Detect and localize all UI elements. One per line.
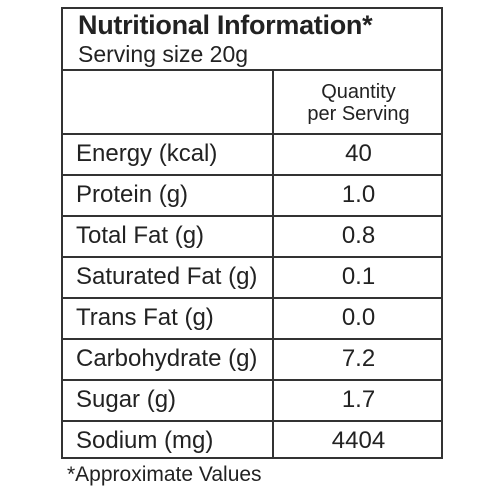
nutrient-quantity: 40 bbox=[345, 140, 372, 167]
footnote: *Approximate Values bbox=[67, 463, 262, 486]
table-title: Nutritional Information* bbox=[78, 10, 373, 40]
nutrient-label: Total Fat (g) bbox=[76, 222, 205, 249]
nutrition-table: Nutritional Information* Serving size 20… bbox=[61, 7, 443, 459]
table-row: Trans Fat (g) 0.0 bbox=[63, 299, 441, 340]
table-row: Saturated Fat (g) 0.1 bbox=[63, 258, 441, 299]
table-header: Nutritional Information* Serving size 20… bbox=[63, 9, 441, 71]
nutrient-quantity: 1.7 bbox=[341, 386, 376, 413]
nutrient-label: Sodium (mg) bbox=[76, 427, 214, 454]
column-header-line-2: per Serving bbox=[307, 103, 410, 125]
column-divider bbox=[272, 71, 274, 459]
nutrient-label: Trans Fat (g) bbox=[76, 304, 214, 331]
nutrient-label: Carbohydrate (g) bbox=[76, 345, 258, 372]
table-row: Sugar (g) 1.7 bbox=[63, 381, 441, 422]
nutrient-column-header bbox=[63, 71, 272, 135]
column-header-line-1: Quantity bbox=[321, 81, 396, 103]
nutrient-quantity: 4404 bbox=[331, 427, 386, 454]
nutrient-label: Energy (kcal) bbox=[76, 140, 218, 167]
nutrient-label: Saturated Fat (g) bbox=[76, 263, 258, 290]
nutrient-quantity: 0.1 bbox=[341, 263, 376, 290]
quantity-column-header: Quantity per Serving bbox=[274, 71, 443, 135]
nutrient-quantity: 1.0 bbox=[341, 181, 376, 208]
table-row: Energy (kcal) 40 bbox=[63, 135, 441, 176]
table-row: Sodium (mg) 4404 bbox=[63, 422, 441, 463]
table-row: Total Fat (g) 0.8 bbox=[63, 217, 441, 258]
table-row: Protein (g) 1.0 bbox=[63, 176, 441, 217]
table-row: Carbohydrate (g) 7.2 bbox=[63, 340, 441, 381]
nutrient-quantity: 0.0 bbox=[341, 304, 376, 331]
serving-size: Serving size 20g bbox=[78, 41, 249, 67]
nutrient-label: Sugar (g) bbox=[76, 386, 177, 413]
nutrient-quantity: 0.8 bbox=[341, 222, 376, 249]
nutrient-quantity: 7.2 bbox=[341, 345, 376, 372]
nutrient-label: Protein (g) bbox=[76, 181, 189, 208]
